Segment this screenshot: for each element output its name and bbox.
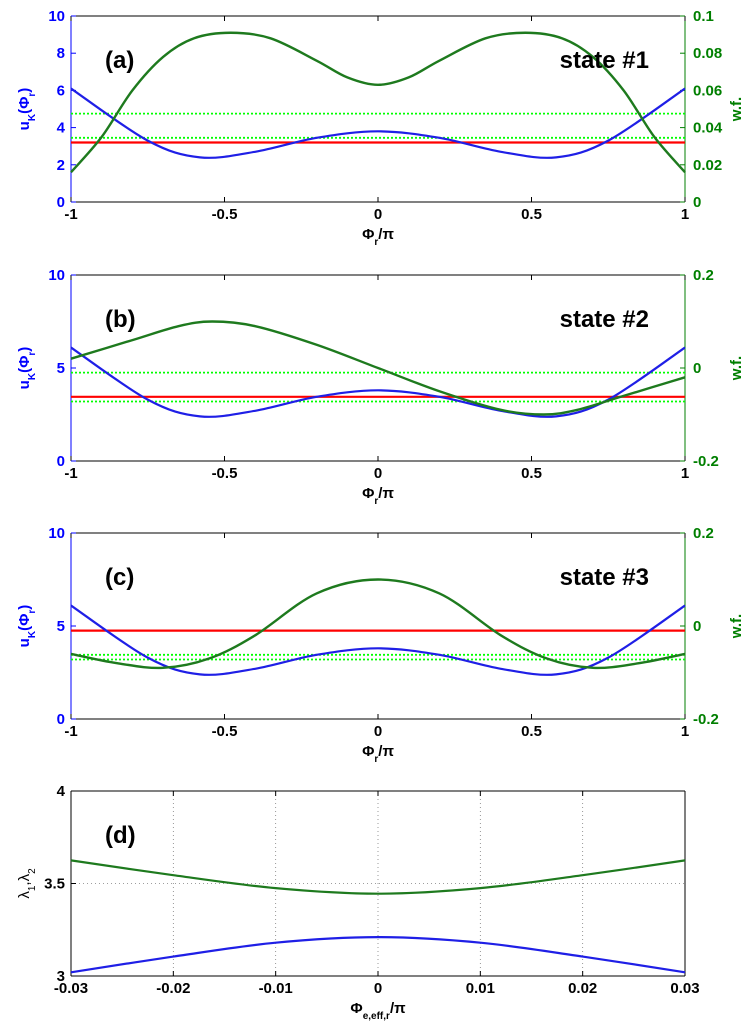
y-tick-label: 6 — [57, 82, 65, 99]
x-tick-label: -0.5 — [212, 723, 238, 740]
y-axis-label: uK(Φr) — [16, 88, 38, 131]
x-tick-label: -0.5 — [212, 465, 238, 482]
y-axis-label: uK(Φr) — [16, 347, 38, 390]
y-right-tick-label: 0 — [693, 618, 701, 635]
y-right-tick-label: 0.02 — [693, 157, 722, 174]
y-axis-right-label: w.f. — [728, 97, 745, 122]
potential-curve — [70, 346, 686, 418]
y-axis-right-label: w.f. — [728, 614, 745, 639]
x-tick-label: -0.5 — [212, 206, 238, 223]
y-right-tick-label: 0.2 — [693, 267, 714, 284]
x-axis-label: Φe,eff,r/π — [350, 1000, 406, 1022]
y-right-tick-label: 0.08 — [693, 45, 722, 62]
lambda1-curve — [70, 936, 686, 974]
panel-label: (c) — [105, 564, 134, 591]
x-tick-label: 0 — [374, 206, 382, 223]
y-axis-label: uK(Φr) — [16, 605, 38, 648]
y-right-tick-label: -0.2 — [693, 711, 719, 728]
x-tick-label: -0.03 — [54, 980, 88, 997]
state-annotation: state #3 — [560, 564, 649, 591]
y-tick-label: 5 — [57, 360, 65, 377]
y-tick-label: 10 — [48, 525, 65, 542]
y-tick-label: 4 — [57, 120, 66, 137]
y-right-tick-label: 0 — [693, 194, 701, 211]
y-tick-label: 5 — [57, 618, 65, 635]
x-tick-label: 1 — [681, 465, 689, 482]
potential-curve — [70, 604, 686, 676]
y-right-tick-label: 0.04 — [693, 120, 723, 137]
y-right-tick-label: 0.06 — [693, 82, 722, 99]
x-tick-label: -1 — [64, 465, 77, 482]
x-tick-label: -0.02 — [156, 980, 190, 997]
y-right-tick-label: 0.2 — [693, 525, 714, 542]
x-tick-label: 0.02 — [568, 980, 597, 997]
x-axis-label: Φr/π — [362, 743, 394, 765]
y-axis-label: λ1,λ2 — [16, 868, 38, 899]
panel-d: -0.03 -0.02 -0.01 0 0.01 0.02 0.03 3 3.5 4 (d) Φe,e… — [16, 783, 700, 1022]
x-tick-label: 0.5 — [521, 723, 542, 740]
wavefunction-curve — [70, 31, 686, 174]
wavefunction-curve — [70, 320, 686, 416]
y-tick-label: 0 — [57, 194, 65, 211]
x-tick-label: 1 — [681, 723, 689, 740]
state-annotation: state #1 — [560, 47, 649, 74]
panel-a: -1 -0.5 0 0.5 1024681000.020.040.060.080.1(a… — [16, 8, 745, 248]
y-right-tick-label: 0.1 — [693, 8, 714, 25]
x-tick-label: -1 — [64, 206, 77, 223]
x-tick-label: 0.5 — [521, 465, 542, 482]
x-tick-label: 0.5 — [521, 206, 542, 223]
y-tick-label: 3 — [57, 968, 65, 985]
y-right-tick-label: -0.2 — [693, 453, 719, 470]
x-axis-label: Φr/π — [362, 485, 394, 507]
y-tick-label: 10 — [48, 267, 65, 284]
y-right-tick-label: 0 — [693, 360, 701, 377]
x-tick-label: -1 — [64, 723, 77, 740]
panel-label: (b) — [105, 306, 136, 333]
y-tick-label: 4 — [57, 783, 66, 800]
x-tick-label: 0.01 — [466, 980, 495, 997]
panel-label: (a) — [105, 47, 134, 74]
y-tick-label: 10 — [48, 8, 65, 25]
y-tick-label: 2 — [57, 157, 65, 174]
x-axis-label: Φr/π — [362, 226, 394, 248]
y-tick-label: 0 — [57, 711, 65, 728]
lambda2-curve — [70, 859, 686, 895]
panel-label: (d) — [105, 822, 136, 849]
wavefunction-curve — [70, 578, 686, 670]
x-tick-label: 0.03 — [670, 980, 699, 997]
y-axis-right-label: w.f. — [728, 356, 745, 381]
y-tick-label: 3.5 — [44, 876, 65, 893]
y-tick-label: 8 — [57, 45, 65, 62]
x-tick-label: 1 — [681, 206, 689, 223]
y-tick-label: 0 — [57, 453, 65, 470]
state-annotation: state #2 — [560, 306, 649, 333]
potential-curve — [70, 87, 686, 159]
x-tick-label: 0 — [374, 465, 382, 482]
x-tick-label: -0.01 — [259, 980, 293, 997]
x-tick-label: 0 — [374, 980, 382, 997]
x-tick-label: 0 — [374, 723, 382, 740]
